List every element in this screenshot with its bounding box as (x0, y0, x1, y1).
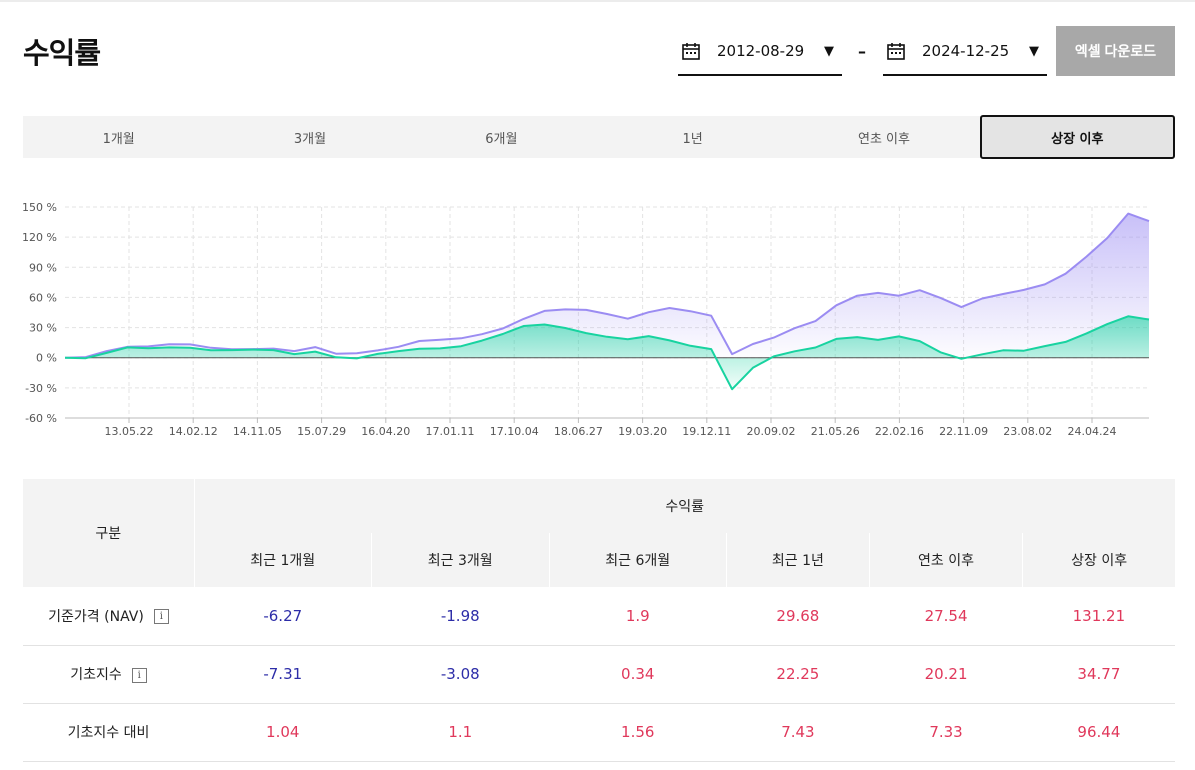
table-row: 기초지수 i -7.31 -3.08 0.34 22.25 20.21 34.77 (23, 645, 1175, 704)
col-header: 최근 1년 (726, 533, 870, 587)
col-header: 상장 이후 (1022, 533, 1175, 587)
y-tick-label: -30 % (25, 382, 57, 395)
tab-since-listing[interactable]: 상장 이후 (979, 115, 1175, 159)
calendar-icon (682, 43, 700, 60)
return-value: 7.43 (726, 703, 870, 762)
col-header: 최근 3개월 (371, 533, 549, 587)
return-value: 1.04 (194, 703, 372, 762)
return-chart: 150 % 120 % 90 % 60 % 30 % 0 % -30 % -60 % 13.05… (22, 201, 1150, 438)
x-tick-label: 17.01.11 (426, 425, 475, 438)
x-tick-label: 15.07.29 (297, 425, 346, 438)
table-row: 기초지수 대비 1.04 1.1 1.56 7.43 7.33 96.44 (23, 703, 1175, 762)
row-label: 기준가격 (NAV) (48, 608, 144, 625)
series-area-1 (65, 213, 1149, 358)
tab-1-year[interactable]: 1년 (682, 131, 703, 147)
end-date-picker[interactable]: 2024-12-25 ▼ (883, 28, 1047, 76)
start-date-picker[interactable]: 2012-08-29 ▼ (678, 28, 842, 76)
tab-1-month[interactable]: 1개월 (102, 131, 135, 147)
row-label: 기초지수 (70, 667, 122, 683)
return-value: 22.25 (726, 645, 870, 704)
table-row: 기준가격 (NAV) i -6.27 -1.98 1.9 29.68 27.54 131.21 (23, 587, 1175, 646)
tab-6-months[interactable]: 6개월 (485, 131, 518, 147)
period-tabs: 1개월 3개월 6개월 1년 연초 이후 상장 이후 (23, 115, 1175, 159)
x-tick-label: 19.12.11 (682, 425, 731, 438)
x-tick-label: 17.10.04 (490, 425, 539, 438)
return-value: -3.08 (371, 645, 549, 704)
return-value: 1.56 (549, 703, 727, 762)
caret-down-icon[interactable]: ▼ (1029, 44, 1039, 59)
return-value: 20.21 (869, 645, 1023, 704)
returns-table: 구분 수익률 최근 1개월 최근 3개월 최근 6개월 최근 1년 연초 이후 … (23, 479, 1175, 762)
start-date-value: 2012-08-29 (717, 42, 805, 60)
col-header: 연초 이후 (868, 533, 1023, 587)
return-value: 29.68 (726, 587, 870, 646)
x-tick-label: 14.02.12 (169, 425, 218, 438)
page-title: 수익률 (23, 36, 101, 70)
y-tick-label: 90 % (29, 261, 57, 274)
return-value: 0.34 (549, 645, 727, 704)
x-tick-label: 18.06.27 (554, 425, 603, 438)
y-tick-label: 120 % (22, 231, 57, 244)
x-tick-label: 14.11.05 (233, 425, 282, 438)
return-value: 7.33 (869, 703, 1023, 762)
end-date-value: 2024-12-25 (922, 42, 1010, 60)
y-tick-label: -60 % (25, 412, 57, 425)
row-label-cell: 기초지수 i (23, 645, 194, 704)
calendar-icon (887, 43, 905, 60)
return-value: 96.44 (1022, 703, 1175, 762)
row-label: 기초지수 대비 (67, 725, 150, 741)
tab-3-months[interactable]: 3개월 (293, 131, 327, 147)
table-group-header: 수익률 (194, 479, 1175, 533)
info-icon[interactable]: i (153, 609, 169, 625)
y-tick-label: 30 % (29, 322, 57, 335)
col-header: 최근 6개월 (548, 533, 727, 587)
return-value: 27.54 (869, 587, 1023, 646)
return-value: -7.31 (194, 645, 372, 704)
y-tick-label: 60 % (29, 291, 57, 304)
x-tick-label: 13.05.22 (105, 425, 154, 438)
x-tick-label: 19.03.20 (618, 425, 667, 438)
return-value: 34.77 (1022, 645, 1175, 704)
top-divider (0, 0, 1195, 2)
return-value: 1.1 (371, 703, 549, 762)
x-tick-label: 23.08.02 (1003, 425, 1052, 438)
x-tick-label: 20.09.02 (747, 425, 796, 438)
row-label-cell: 기준가격 (NAV) i (23, 587, 194, 646)
series-area-2 (65, 316, 1149, 390)
row-label-cell: 기초지수 대비 (23, 703, 194, 762)
y-tick-label: 150 % (22, 201, 57, 214)
return-value: 131.21 (1022, 587, 1175, 646)
tab-ytd[interactable]: 연초 이후 (857, 131, 910, 147)
x-tick-label: 24.04.24 (1068, 425, 1117, 438)
x-tick-label: 22.11.09 (939, 425, 988, 438)
return-value: 1.9 (549, 587, 727, 646)
info-icon[interactable]: i (131, 667, 147, 683)
x-tick-label: 16.04.20 (361, 425, 410, 438)
x-tick-label: 21.05.26 (811, 425, 860, 438)
col-header: 최근 1개월 (193, 533, 372, 587)
excel-download-button[interactable]: 엑셀 다운로드 (1056, 26, 1175, 76)
x-tick-label: 22.02.16 (875, 425, 924, 438)
caret-down-icon[interactable]: ▼ (824, 44, 834, 59)
table-row-header-label: 구분 (23, 479, 195, 587)
return-value: -6.27 (194, 587, 372, 646)
return-value: -1.98 (371, 587, 549, 646)
series-line-2 (64, 315, 1150, 391)
y-tick-label: 0 % (36, 352, 57, 365)
date-separator: – (858, 42, 866, 61)
